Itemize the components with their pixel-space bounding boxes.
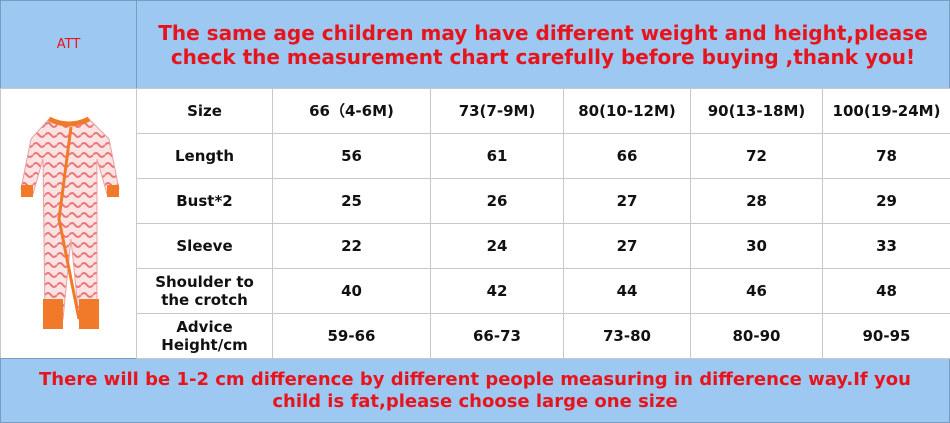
table-cell: 44 (563, 268, 691, 314)
table-cell: 24 (430, 223, 564, 269)
size-header: 73(7-9M) (430, 88, 564, 134)
size-header: 80(10-12M) (563, 88, 691, 134)
size-header: 90(13-18M) (690, 88, 823, 134)
row-label: Shoulder to the crotch (136, 268, 273, 314)
table-cell: 61 (430, 133, 564, 179)
table-cell: 27 (563, 178, 691, 224)
table-cell: 90-95 (822, 313, 950, 359)
table-cell: 78 (822, 133, 950, 179)
header-title: The same age children may have different… (136, 0, 950, 89)
row-label: Sleeve (136, 223, 273, 269)
table-cell: 29 (822, 178, 950, 224)
table-cell: 72 (690, 133, 823, 179)
table-cell: 46 (690, 268, 823, 314)
size-header: 66（4-6M) (272, 88, 431, 134)
romper-image (19, 116, 120, 329)
footer-note: There will be 1-2 cm difference by diffe… (0, 358, 950, 423)
table-cell: 42 (430, 268, 564, 314)
table-cell: 28 (690, 178, 823, 224)
row-label: Size (136, 88, 273, 134)
table-cell: 25 (272, 178, 431, 224)
table-cell: 22 (272, 223, 431, 269)
table-cell: 48 (822, 268, 950, 314)
row-label: Bust*2 (136, 178, 273, 224)
row-label: Advice Height/cm (136, 313, 273, 359)
table-cell: 59-66 (272, 313, 431, 359)
table-cell: 30 (690, 223, 823, 269)
table-cell: 66 (563, 133, 691, 179)
att-label: ATT (0, 0, 137, 89)
table-cell: 80-90 (690, 313, 823, 359)
product-image-cell (0, 88, 137, 359)
table-cell: 26 (430, 178, 564, 224)
row-label: Length (136, 133, 273, 179)
table-cell: 66-73 (430, 313, 564, 359)
size-header: 100(19-24M) (822, 88, 950, 134)
table-cell: 40 (272, 268, 431, 314)
table-cell: 56 (272, 133, 431, 179)
table-cell: 73-80 (563, 313, 691, 359)
table-cell: 33 (822, 223, 950, 269)
table-cell: 27 (563, 223, 691, 269)
